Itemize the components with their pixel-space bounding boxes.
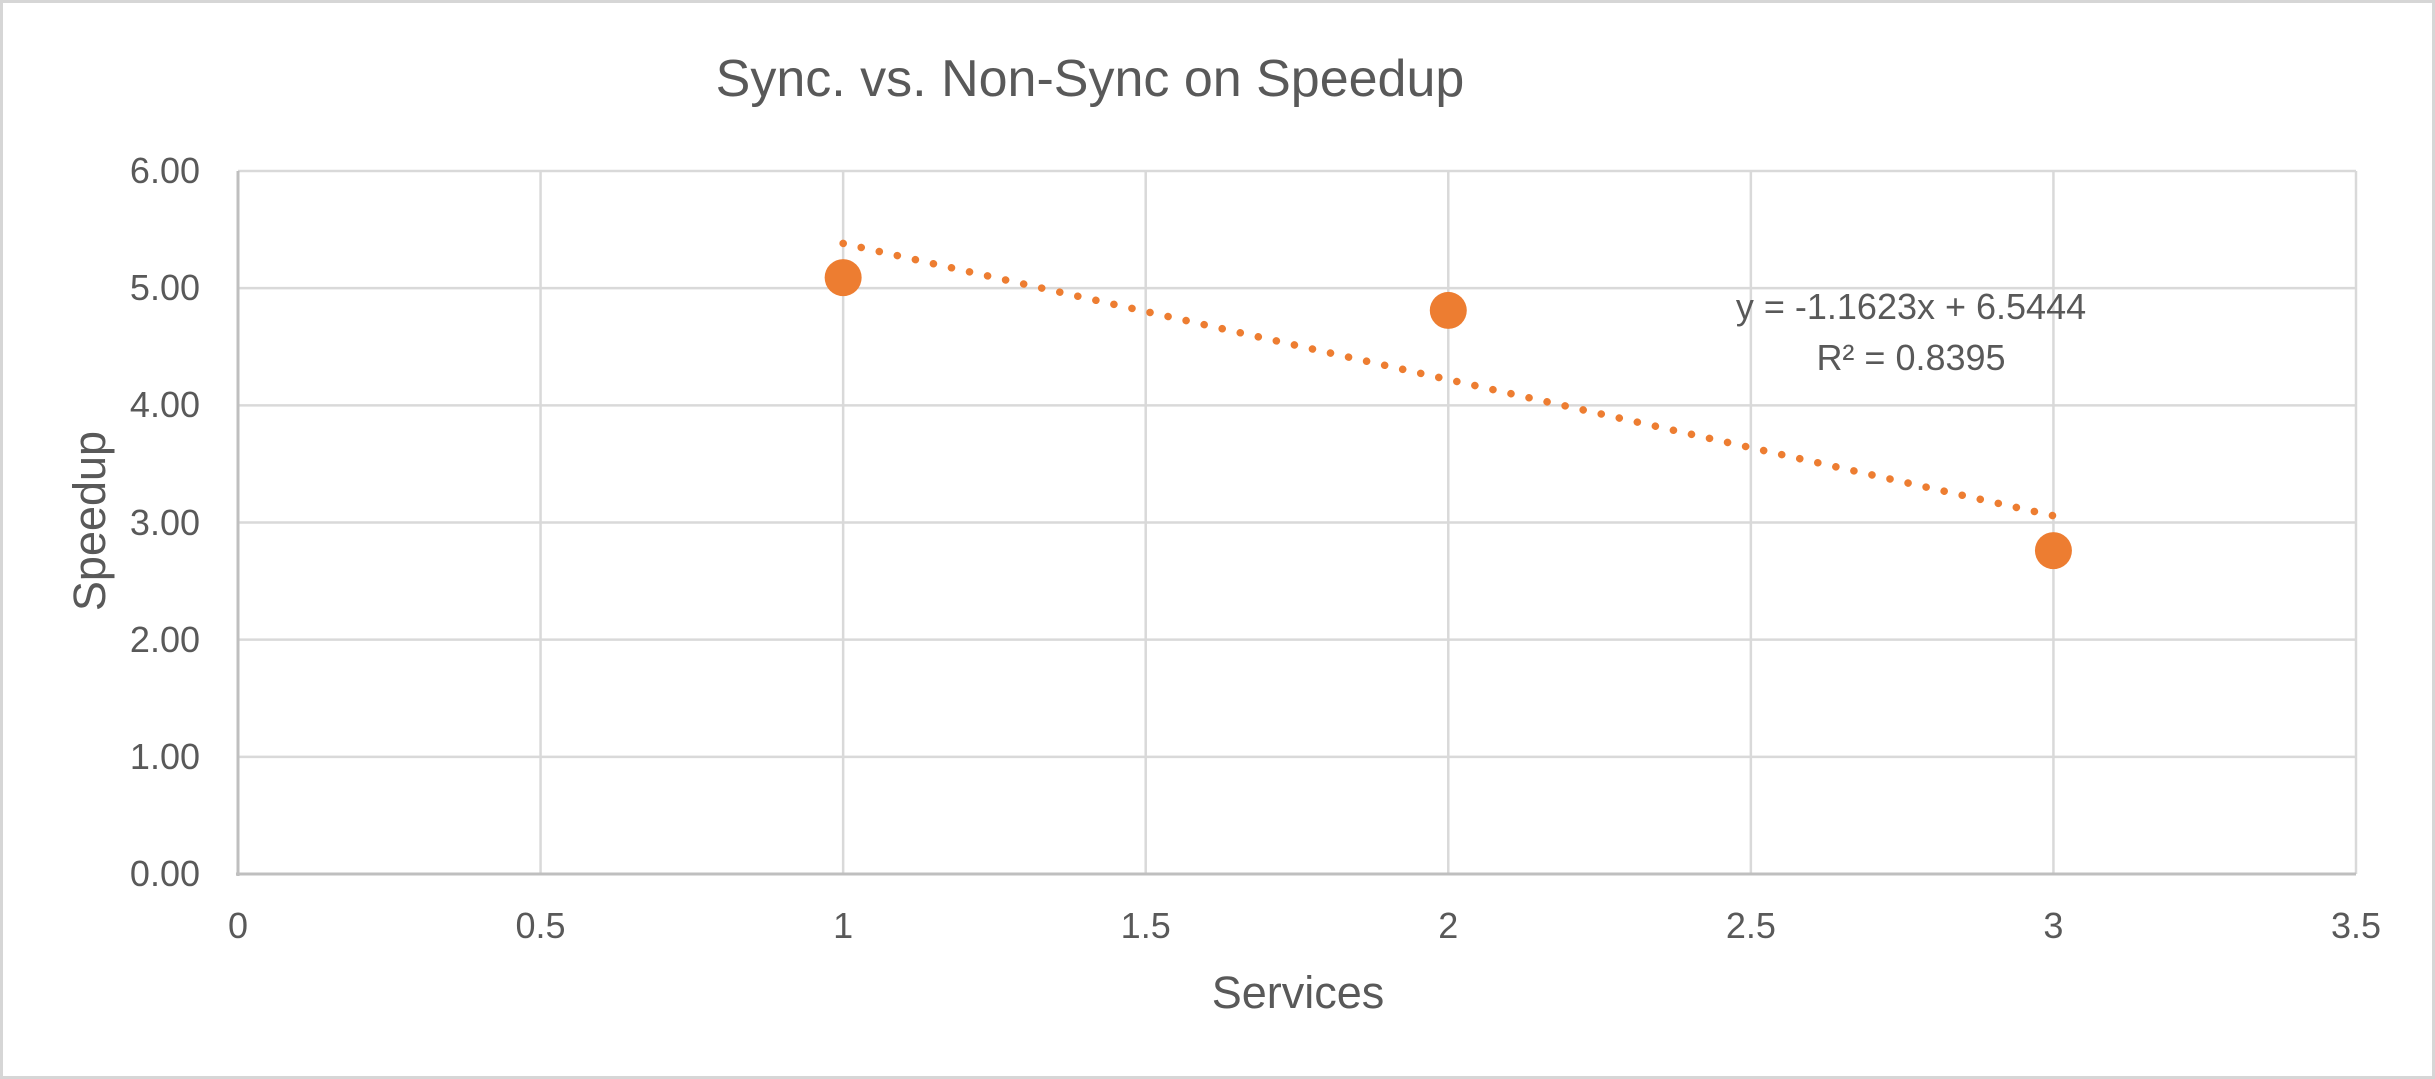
x-axis-tick-label: 2 bbox=[1438, 905, 1459, 946]
trendline-label: y = -1.1623x + 6.5444 R² = 0.8395 bbox=[1501, 281, 2321, 383]
x-axis-tick-label: 0.5 bbox=[515, 905, 566, 946]
x-axis-tick-label: 1 bbox=[833, 905, 854, 946]
y-axis-tick-label: 6.00 bbox=[129, 150, 200, 191]
x-axis-tick-label: 3.5 bbox=[2330, 905, 2382, 946]
trendline bbox=[839, 239, 2058, 520]
x-axis-title: Services bbox=[1211, 967, 1385, 1018]
x-axis-tick-label: 1.5 bbox=[1120, 905, 1171, 946]
y-axis-tick-label: 3.00 bbox=[129, 501, 200, 543]
y-axis-tick-label: 2.00 bbox=[129, 618, 200, 660]
data-point bbox=[1429, 291, 1467, 329]
trendline-r-squared: R² = 0.8395 bbox=[1816, 337, 2006, 378]
y-axis-tick-label: 1.00 bbox=[129, 735, 200, 777]
y-axis-tick-label: 0.00 bbox=[129, 853, 200, 894]
x-axis-tick-label: 2.5 bbox=[1725, 905, 1776, 946]
y-axis-tick-label: 5.00 bbox=[129, 267, 200, 309]
x-axis-tick-label: 3 bbox=[2043, 905, 2064, 946]
chart-title: Sync. vs. Non-Sync on Speedup bbox=[715, 50, 1465, 108]
y-axis-tick-label: 4.00 bbox=[129, 384, 200, 426]
data-point bbox=[2034, 532, 2072, 570]
trendline-equation: y = -1.1623x + 6.5444 bbox=[1735, 286, 2087, 327]
x-axis-tick-label: 0 bbox=[227, 905, 249, 946]
data-point bbox=[824, 259, 862, 297]
